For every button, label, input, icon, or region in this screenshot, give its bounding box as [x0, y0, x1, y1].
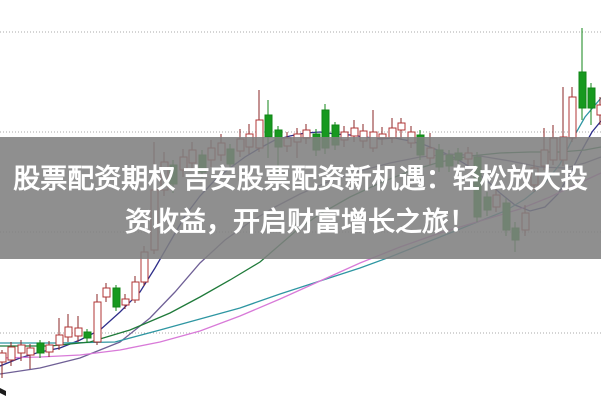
watermark-fragment: [0, 388, 6, 396]
candle-up: [17, 340, 26, 361]
candle-up: [131, 276, 140, 303]
candle-down: [587, 83, 596, 125]
candle-up: [568, 87, 577, 142]
candle-up: [93, 294, 102, 345]
headline-line-1: 股票配资期权 吉安股票配资新机遇：轻松放大投: [13, 164, 588, 194]
candle-down: [36, 340, 45, 358]
candle-up: [74, 316, 83, 342]
candle-up: [64, 314, 73, 342]
candle-up: [0, 350, 7, 378]
candle-up: [7, 342, 16, 366]
candle-up: [121, 294, 130, 309]
candle-up: [26, 344, 35, 369]
candle-down: [112, 285, 121, 311]
candle-down: [578, 28, 587, 120]
candle-up: [45, 341, 54, 357]
headline-band: 股票配资期权 吉安股票配资新机遇：轻松放大投 资收益，开启财富增长之旅！: [0, 137, 601, 259]
candle-up: [102, 283, 111, 302]
candle-up: [397, 118, 406, 140]
candle-down: [83, 329, 92, 343]
candle-up: [55, 318, 64, 350]
headline-line-2: 资收益，开启财富增长之旅！: [125, 207, 476, 237]
